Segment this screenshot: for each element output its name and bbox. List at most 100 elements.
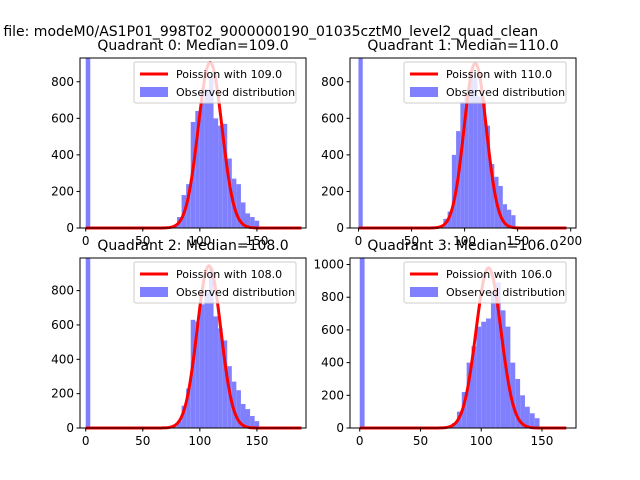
- histogram-bar: [213, 316, 219, 428]
- x-tick-label: 0: [82, 434, 90, 448]
- x-tick-label: 50: [404, 234, 419, 248]
- subplot-title: Quadrant 3: Median=106.0: [367, 238, 558, 254]
- y-tick-label: 800: [51, 284, 74, 298]
- histogram-bar: [236, 390, 241, 428]
- histogram-bar: [218, 125, 223, 228]
- histogram-bar: [495, 282, 501, 428]
- histogram-bar: [520, 395, 525, 428]
- x-tick-label: 50: [135, 434, 150, 448]
- legend-label-poisson: Poission with 110.0: [446, 68, 552, 81]
- y-tick-label: 600: [51, 318, 74, 332]
- histogram-bar: [245, 213, 251, 228]
- histogram-zero-bin: [359, 258, 365, 428]
- y-tick-label: 0: [66, 421, 74, 435]
- histogram-bar: [481, 321, 487, 428]
- histogram-bar: [471, 346, 477, 428]
- y-tick-label: 200: [321, 184, 344, 198]
- histogram-bar: [227, 158, 232, 228]
- x-tick-label: 100: [188, 234, 211, 248]
- axes-frame: [349, 257, 577, 429]
- histogram-bar: [500, 310, 506, 428]
- legend-box: [403, 261, 567, 304]
- y-tick-label: 0: [336, 421, 344, 435]
- histogram-zero-bin: [358, 58, 363, 228]
- histogram-bar: [447, 211, 452, 228]
- histogram-bar: [485, 125, 491, 228]
- histogram-bar: [254, 220, 260, 228]
- legend-bar-swatch: [140, 287, 168, 297]
- axes-frame: [79, 57, 307, 229]
- x-tick-label: 150: [245, 234, 268, 248]
- histogram-bar: [481, 100, 486, 228]
- histogram-bar: [208, 268, 214, 428]
- legend-bar-swatch: [410, 87, 438, 97]
- histogram-bar: [451, 154, 457, 228]
- legend-label-observed: Observed distribution: [176, 86, 295, 99]
- legend-label-observed: Observed distribution: [446, 286, 565, 299]
- histogram-bar: [195, 111, 200, 228]
- histogram-bar: [524, 406, 530, 428]
- legend-box: [403, 61, 567, 104]
- histogram-bar: [250, 217, 255, 228]
- histogram-bar: [186, 388, 191, 428]
- histogram-bar: [245, 409, 251, 428]
- subplot-grid: 0 50 100 150 0 200 400 600 800 Quadrant 0: Median…: [51, 38, 582, 448]
- y-tick-label: 200: [321, 388, 344, 402]
- y-tick-label: 200: [51, 184, 74, 198]
- histogram-bar: [507, 209, 512, 228]
- histogram-zero-bin: [85, 58, 91, 228]
- histogram-bar: [177, 421, 182, 428]
- histogram-bar: [468, 70, 474, 228]
- histogram-bar: [222, 123, 228, 228]
- legend-box: [133, 61, 297, 104]
- subplot-quadrant-1: 0 50 100 150 200 0 200 400 600 800 Quadrant 1: Med…: [321, 38, 582, 248]
- histogram-bar: [477, 96, 482, 228]
- y-tick-label: 400: [51, 352, 74, 366]
- histogram-bar: [195, 321, 200, 428]
- x-tick-label: 0: [355, 234, 363, 248]
- histogram-bar: [222, 340, 228, 428]
- legend-label-observed: Observed distribution: [446, 86, 565, 99]
- histogram-bar: [181, 405, 187, 428]
- histogram-bar: [218, 328, 223, 428]
- y-tick-label: 800: [321, 290, 344, 304]
- histogram-bar: [199, 100, 205, 228]
- y-tick-label: 400: [51, 148, 74, 162]
- histogram-bar: [529, 413, 535, 428]
- y-tick-label: 400: [321, 148, 344, 162]
- histogram-bar: [464, 92, 469, 228]
- histogram-bar: [515, 378, 521, 428]
- x-tick-label: 100: [188, 434, 211, 448]
- x-tick-label: 50: [413, 434, 428, 448]
- y-tick-label: 800: [321, 75, 344, 89]
- legend-bar-swatch: [410, 287, 438, 297]
- x-tick-label: 100: [470, 434, 493, 448]
- y-tick-label: 200: [51, 387, 74, 401]
- histogram-bar: [186, 184, 191, 228]
- x-tick-label: 100: [453, 234, 476, 248]
- x-tick-label: 200: [559, 234, 582, 248]
- histogram-bar: [231, 381, 237, 428]
- histogram-bar: [240, 403, 246, 428]
- legend-label-poisson: Poission with 109.0: [176, 68, 282, 81]
- subplot-quadrant-2: 0 50 100 150 0 200 400 600 800 Quadrant 2: Median…: [51, 238, 307, 448]
- x-tick-label: 0: [356, 434, 364, 448]
- histogram-bar: [254, 421, 260, 428]
- histogram-bar: [490, 292, 496, 428]
- y-tick-label: 0: [336, 221, 344, 235]
- subplot-title: Quadrant 2: Median=108.0: [97, 238, 288, 254]
- histogram-bar: [498, 185, 503, 228]
- histogram-bar: [511, 215, 516, 228]
- histogram-bar: [534, 418, 540, 428]
- subplot-quadrant-3: 0 50 100 150 0 200 400 600 800 1000 Quadrant 3: Me…: [313, 238, 577, 448]
- y-tick-label: 600: [51, 111, 74, 125]
- x-tick-label: 150: [245, 434, 268, 448]
- histogram-bar: [204, 89, 209, 228]
- legend-label-poisson: Poission with 108.0: [176, 268, 282, 281]
- histogram-bar: [502, 204, 508, 228]
- legend-bar-swatch: [140, 87, 168, 97]
- x-tick-label: 150: [531, 434, 554, 448]
- y-tick-label: 0: [66, 221, 74, 235]
- histogram-bar: [486, 318, 491, 428]
